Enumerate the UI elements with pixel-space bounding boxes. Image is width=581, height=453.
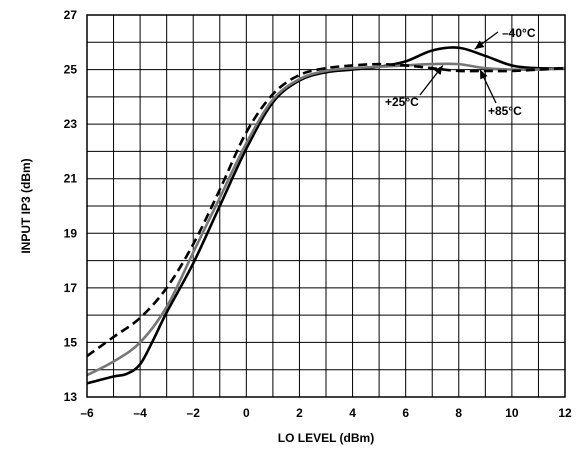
annotation-minus40-label: –40°C: [502, 26, 536, 40]
annotation-minus40-arrow-head: [474, 40, 485, 50]
y-tick-label: 27: [64, 8, 78, 22]
annotation-plus25-label: +25°C: [385, 95, 419, 109]
plot-frame: [86, 14, 566, 398]
y-tick-label: 15: [64, 335, 78, 349]
y-tick-label: 23: [64, 117, 78, 131]
y-tick-label: 17: [64, 281, 78, 295]
y-tick-label: 25: [64, 63, 78, 77]
grid-lines: [87, 15, 565, 397]
x-tick-label: 12: [558, 406, 572, 420]
x-tick-label: –2: [187, 406, 201, 420]
x-tick-label: 4: [349, 406, 356, 420]
x-tick-label: –6: [80, 406, 94, 420]
series-lines: [86, 46, 566, 385]
x-tick-label: 0: [243, 406, 250, 420]
x-tick-label: 6: [402, 406, 409, 420]
annotation-plus85-arrow-head: [480, 69, 488, 80]
annotations: –40°C +25°C +85°C: [385, 26, 536, 118]
x-axis-label: LO LEVEL (dBm): [278, 431, 374, 445]
x-tick-label: 10: [505, 406, 519, 420]
x-tick-label: 2: [296, 406, 303, 420]
annotation-plus85-label: +85°C: [488, 104, 522, 118]
x-tick-label: 8: [455, 406, 462, 420]
series-line-plus85: [86, 62, 566, 358]
x-tick-labels: –6 –4 –2 0 2 4 6 8 10 12: [80, 406, 572, 420]
x-tick-label: –4: [133, 406, 147, 420]
y-tick-label: 19: [64, 226, 78, 240]
series-line-plus25: [86, 62, 566, 377]
y-tick-label: 21: [64, 172, 78, 186]
y-tick-labels: 13 15 17 19 21 23 25 27: [64, 8, 78, 404]
y-tick-label: 13: [64, 390, 78, 404]
annotation-plus25-arrow-head: [434, 65, 443, 76]
y-axis-label: INPUT IP3 (dBm): [19, 158, 33, 253]
